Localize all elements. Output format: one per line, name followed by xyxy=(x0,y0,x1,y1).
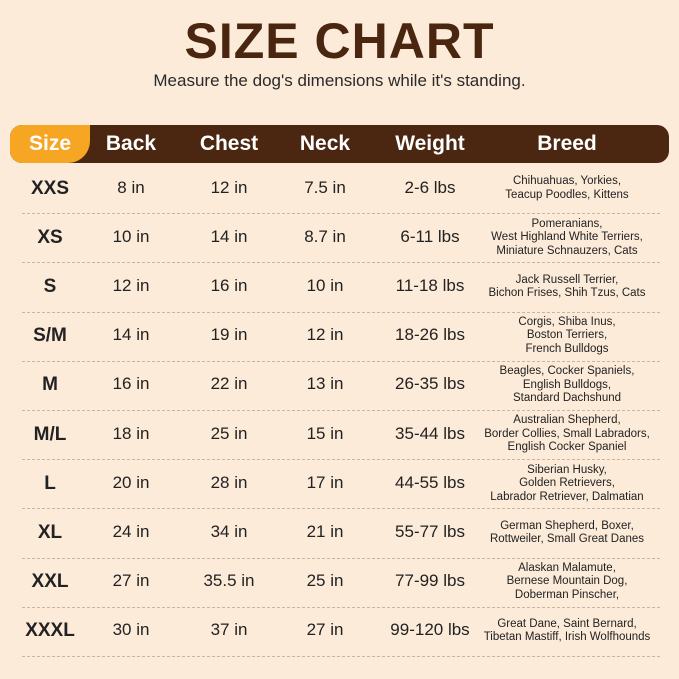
cell: 35.5 in xyxy=(203,571,255,591)
breed-line: Border Collies, Small Labradors, xyxy=(484,427,650,440)
cell: 25 in xyxy=(306,571,344,591)
cell: 16 in xyxy=(210,276,248,295)
cell: 27 in xyxy=(112,571,150,591)
row-separator xyxy=(22,262,660,264)
size-label: XL xyxy=(37,522,63,543)
cell: 26-35 lbs xyxy=(395,374,465,394)
size-header-bg xyxy=(10,125,90,163)
cell: 10 in xyxy=(112,226,150,246)
cell: 18-26 lbs xyxy=(395,325,465,345)
cell: 10 in xyxy=(306,276,344,295)
breed-line: Alaskan Malamute, xyxy=(518,561,616,574)
breed-line: Jack Russell Terrier, xyxy=(515,273,619,286)
cell: 15 in xyxy=(306,423,344,443)
row-separator xyxy=(22,459,660,461)
column-header: Breed xyxy=(537,132,597,155)
cell: 12 in xyxy=(112,276,150,295)
cell: 37 in xyxy=(210,620,248,640)
breed-line: German Shepherd, Boxer, xyxy=(500,519,634,532)
cell: 24 in xyxy=(112,522,150,541)
column-header: Weight xyxy=(395,132,465,155)
cell: 12 in xyxy=(210,177,248,197)
subtitle: Measure the dog's dimensions while it's … xyxy=(153,71,526,90)
breed-line: Doberman Pinscher, xyxy=(514,588,620,601)
cell: 2-6 lbs xyxy=(404,177,456,197)
cell: 30 in xyxy=(112,620,150,640)
row-separator xyxy=(22,360,660,362)
breed-line: English Cocker Spaniel xyxy=(507,441,627,454)
breed-line: Chihuahuas, Yorkies, xyxy=(512,175,622,188)
size-label: S xyxy=(43,276,57,297)
row-separator xyxy=(22,508,660,510)
size-label: M/L xyxy=(33,423,67,445)
size-label: XXS xyxy=(30,177,70,199)
cell: 44-55 lbs xyxy=(395,472,465,492)
cell: 34 in xyxy=(210,522,248,541)
cell: 35-44 lbs xyxy=(395,423,465,443)
cell: 22 in xyxy=(210,374,248,394)
breed-line: Beagles, Cocker Spaniels, xyxy=(499,365,635,378)
breed-line: Boston Terriers, xyxy=(526,329,608,342)
breed-line: Rottweiler, Small Great Danes xyxy=(489,533,645,545)
breed-line: Great Dane, Saint Bernard, xyxy=(497,617,637,630)
size-label: XXL xyxy=(31,571,69,593)
cell: 19 in xyxy=(210,325,248,345)
row-separator xyxy=(22,656,660,657)
row-separator xyxy=(22,213,660,215)
cell: 18 in xyxy=(112,423,150,443)
column-header: Size xyxy=(28,132,72,155)
cell: 28 in xyxy=(210,472,248,492)
cell: 11-18 lbs xyxy=(395,276,465,295)
breed-line: Siberian Husky, xyxy=(527,463,607,476)
cell: 6-11 lbs xyxy=(400,226,460,246)
cell: 14 in xyxy=(210,226,248,246)
breed-line: Australian Shepherd, xyxy=(513,414,621,427)
breed-line: West Highland White Terriers, xyxy=(491,231,643,244)
cell: 25 in xyxy=(210,423,248,443)
row-separator xyxy=(22,557,660,559)
breed-line: French Bulldogs xyxy=(525,342,609,355)
row-separator xyxy=(22,410,660,411)
column-header: Chest xyxy=(199,132,259,155)
cell: 20 in xyxy=(112,472,150,492)
cell: 55-77 lbs xyxy=(395,522,465,541)
row-separator xyxy=(22,606,660,608)
cell: 99-120 lbs xyxy=(390,620,470,640)
size-label: M xyxy=(42,374,58,396)
breed-line: Bichon Frises, Shih Tzus, Cats xyxy=(488,287,646,299)
column-header: Back xyxy=(105,132,157,155)
cell: 8 in xyxy=(117,177,145,197)
breed-line: Tibetan Mastiff, Irish Wolfhounds xyxy=(483,631,651,644)
row-separator xyxy=(22,311,660,313)
cell: 16 in xyxy=(112,374,150,394)
column-header: Neck xyxy=(299,132,351,155)
cell: 27 in xyxy=(306,620,344,640)
breed-line: Pomeranians, xyxy=(531,217,603,230)
breed-line: Miniature Schnauzers, Cats xyxy=(496,244,638,257)
cell: 77-99 lbs xyxy=(395,571,465,591)
header-bar xyxy=(10,125,669,163)
title: SIZE CHART xyxy=(184,13,495,69)
breed-line: Golden Retrievers, xyxy=(519,477,615,490)
cell: 14 in xyxy=(112,325,150,345)
cell: 12 in xyxy=(306,325,344,345)
cell: 7.5 in xyxy=(304,177,346,197)
size-label: XXXL xyxy=(25,620,75,642)
cell: 8.7 in xyxy=(304,226,346,246)
cell: 21 in xyxy=(306,522,344,541)
breed-line: Bernese Mountain Dog, xyxy=(506,575,628,588)
breed-line: English Bulldogs, xyxy=(522,378,612,391)
breed-line: Teacup Poodles, Kittens xyxy=(505,188,629,201)
size-label: S/M xyxy=(33,325,67,347)
breed-line: Standard Dachshund xyxy=(512,392,622,405)
breed-line: Corgis, Shiba Inus, xyxy=(518,315,616,328)
cell: 17 in xyxy=(306,472,344,492)
cell: 13 in xyxy=(306,374,344,394)
breed-line: Labrador Retriever, Dalmatian xyxy=(490,490,644,503)
size-label: XS xyxy=(37,226,63,248)
size-label: L xyxy=(44,472,56,494)
